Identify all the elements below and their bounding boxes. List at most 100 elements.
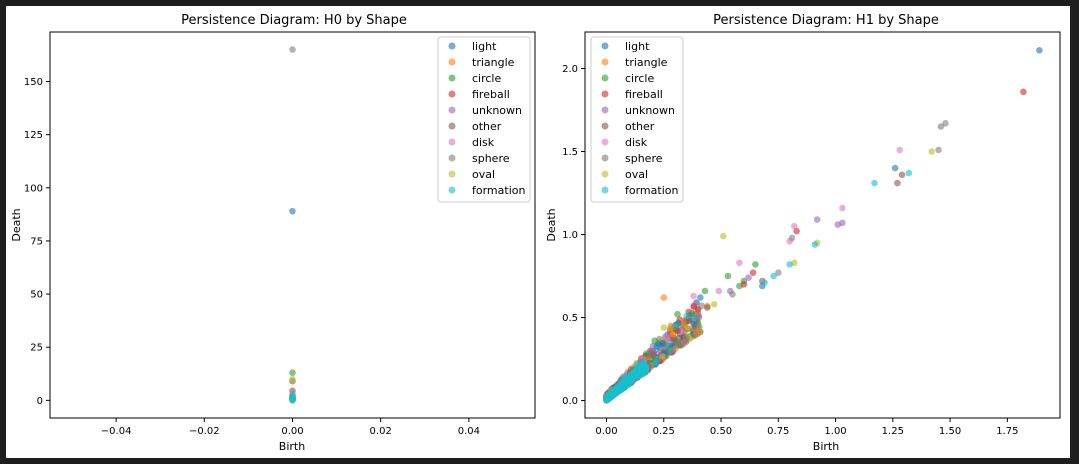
h0-point-circle bbox=[289, 369, 296, 377]
h1-point-unknown bbox=[745, 274, 752, 282]
h1-point-sphere bbox=[942, 120, 949, 127]
h1-point-fireball bbox=[1020, 88, 1027, 96]
h1-point-formation bbox=[811, 241, 819, 248]
h0-legend-label-light: light bbox=[472, 40, 497, 53]
cluster-point-oval bbox=[659, 353, 666, 360]
h1-point-circle bbox=[724, 272, 732, 280]
h1-y-tick-label: 0.5 bbox=[562, 313, 578, 324]
h1-x-tick-label: 0.50 bbox=[710, 426, 732, 437]
h1-point-light bbox=[690, 320, 697, 328]
h0-legend-label-unknown: unknown bbox=[472, 104, 522, 117]
h1-legend-marker-oval bbox=[601, 170, 609, 178]
h0-chart-title: Persistence Diagram: H0 by Shape bbox=[181, 13, 407, 28]
h1-point-oval bbox=[928, 148, 935, 155]
cluster-point-circle bbox=[643, 350, 650, 358]
h1-point-fireball bbox=[694, 306, 702, 313]
h1-y-tick-label: 0.0 bbox=[562, 396, 578, 407]
h0-points bbox=[289, 46, 296, 404]
h1-point-light bbox=[1036, 47, 1043, 54]
h0-legend-marker-unknown bbox=[448, 106, 456, 114]
h1-point-unknown bbox=[839, 219, 846, 227]
h0-panel: Persistence Diagram: H0 by Shape −0.04 −0… bbox=[10, 13, 536, 453]
h1-point-disk bbox=[736, 259, 743, 267]
h1-point-disk bbox=[791, 222, 798, 230]
h1-x-ticks: 0.00 0.25 0.50 0.75 1.00 1.25 1.50 1.75 bbox=[595, 418, 1018, 437]
h0-legend-marker-other bbox=[448, 122, 456, 130]
h0-legend-label-circle: circle bbox=[472, 72, 501, 85]
h0-point-oval bbox=[289, 375, 296, 383]
h1-x-axis-label: Birth bbox=[813, 440, 839, 453]
cluster-point-sphere bbox=[683, 334, 690, 342]
h1-legend-marker-triangle bbox=[601, 58, 609, 66]
h1-point-other bbox=[685, 317, 693, 325]
h1-legend: light triangle circle fireball unknown other d… bbox=[590, 36, 684, 203]
h0-y-tick-label: 0 bbox=[37, 396, 43, 407]
h1-x-tick-label: 0.00 bbox=[595, 426, 617, 437]
chart-figure: Persistence Diagram: H0 by Shape −0.04 −0… bbox=[10, 13, 1061, 453]
h1-point-triangle bbox=[660, 294, 668, 301]
cluster-point-formation bbox=[624, 379, 631, 387]
h1-legend-label-triangle: triangle bbox=[625, 56, 668, 69]
h1-point-circle bbox=[651, 337, 658, 345]
h0-legend-label-oval: oval bbox=[472, 168, 495, 181]
h1-point-other bbox=[674, 327, 681, 335]
h1-point-formation bbox=[770, 272, 777, 280]
h0-y-tick-label: 150 bbox=[24, 77, 43, 88]
cluster-point-formation bbox=[618, 381, 625, 388]
h1-legend-label-unknown: unknown bbox=[625, 104, 675, 117]
h1-legend-label-circle: circle bbox=[625, 72, 654, 85]
cluster-point-other bbox=[650, 351, 657, 358]
h1-legend-marker-formation bbox=[601, 186, 609, 194]
h1-point-formation bbox=[671, 322, 679, 330]
h1-legend-frame bbox=[590, 36, 684, 203]
h0-point-sphere bbox=[289, 46, 296, 53]
h1-y-tick-label: 1.5 bbox=[562, 147, 578, 158]
h1-legend-marker-unknown bbox=[601, 106, 609, 114]
h0-legend-label-disk: disk bbox=[472, 136, 495, 149]
cluster-point-formation bbox=[668, 347, 676, 354]
h1-x-tick-label: 1.00 bbox=[824, 426, 846, 437]
h0-y-tick-label: 75 bbox=[30, 236, 43, 247]
h1-point-formation bbox=[905, 169, 913, 177]
h1-y-tick-label: 2.0 bbox=[562, 64, 578, 75]
figure-canvas: Persistence Diagram: H0 by Shape −0.04 −0… bbox=[6, 6, 1070, 458]
h1-point-formation bbox=[683, 312, 690, 320]
h0-point-light bbox=[289, 207, 296, 215]
h1-axes-frame bbox=[584, 31, 1061, 419]
h0-y-tick-label: 25 bbox=[30, 343, 43, 354]
h1-point-other bbox=[704, 304, 711, 311]
h0-y-tick-label: 100 bbox=[24, 183, 43, 194]
h1-point-unknown bbox=[813, 216, 821, 223]
h1-y-tick-label: 1.0 bbox=[562, 230, 578, 241]
h0-legend: light triangle circle fireball unknown other d… bbox=[437, 36, 531, 203]
h1-panel: Persistence Diagram: H1 by Shape 0.00 0.2… bbox=[545, 13, 1061, 453]
h0-x-axis-label: Birth bbox=[279, 440, 305, 453]
h1-point-other bbox=[894, 179, 901, 187]
h0-y-tick-label: 50 bbox=[30, 290, 43, 301]
h0-point-formation bbox=[289, 397, 296, 404]
cluster-point-light bbox=[697, 294, 704, 301]
h1-point-unknown bbox=[694, 310, 702, 318]
h0-legend-label-other: other bbox=[472, 120, 502, 133]
h0-x-tick-label: −0.04 bbox=[101, 426, 132, 437]
h1-legend-label-formation: formation bbox=[625, 184, 678, 197]
h1-point-formation bbox=[786, 261, 793, 268]
h0-legend-marker-fireball bbox=[448, 90, 456, 98]
cluster-point-formation bbox=[640, 364, 648, 372]
h1-point-fireball bbox=[749, 269, 757, 277]
cluster-point-triangle bbox=[693, 329, 700, 337]
h1-x-tick-label: 1.25 bbox=[882, 426, 904, 437]
h1-legend-marker-sphere bbox=[601, 154, 609, 162]
h0-legend-label-triangle: triangle bbox=[472, 56, 515, 69]
h1-legend-label-sphere: sphere bbox=[625, 152, 663, 165]
cluster-point-formation bbox=[611, 388, 618, 395]
h0-legend-marker-formation bbox=[448, 186, 456, 194]
h1-point-formation bbox=[761, 279, 768, 287]
h1-legend-label-fireball: fireball bbox=[625, 88, 663, 101]
h1-point-light bbox=[891, 164, 899, 172]
cluster-point-formation bbox=[628, 370, 636, 378]
h0-x-ticks: −0.04 −0.02 0.00 0.02 0.04 bbox=[101, 418, 480, 437]
h1-point-sphere bbox=[775, 269, 782, 277]
cluster-point-oval bbox=[684, 324, 691, 331]
h1-point-sphere bbox=[729, 291, 736, 298]
